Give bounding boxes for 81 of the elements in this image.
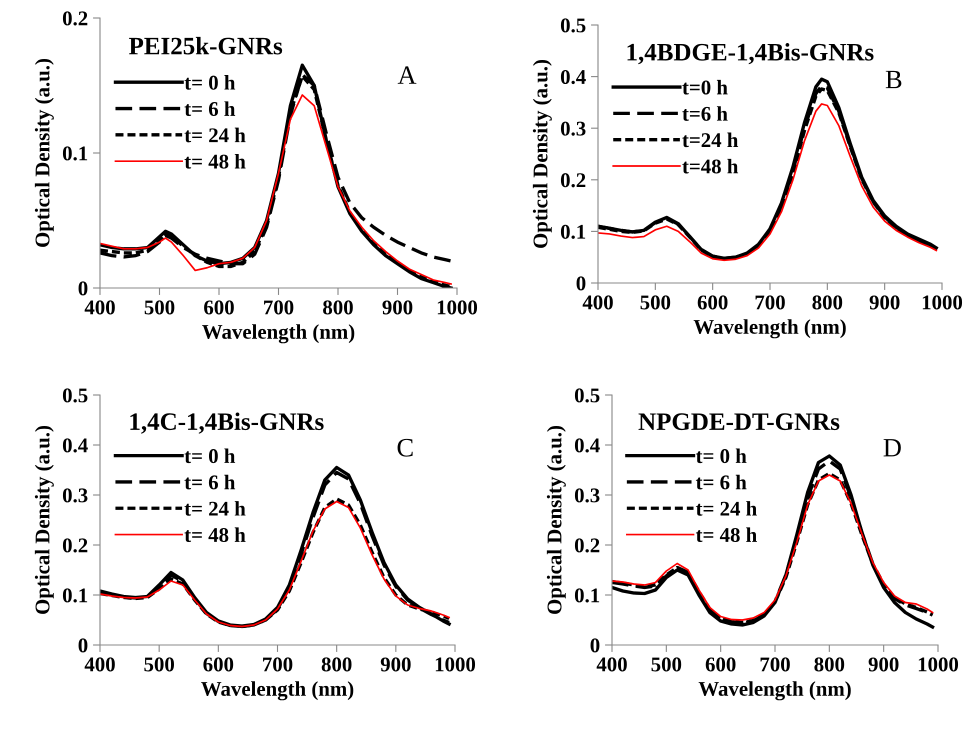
legend-label: t= 0 h [184,75,236,90]
y-tick-label: 0.2 [62,11,88,26]
y-axis-title: Optical Density (a.u.) [532,60,552,248]
legend-label: t= 48 h [696,527,757,542]
x-tick-label: 900 [380,657,411,672]
annotation: A [398,66,416,84]
x-tick-label: 400 [84,657,115,672]
y-tick-label: 0.1 [574,588,600,603]
y-tick-label: 0.3 [62,488,88,503]
x-tick-label: 400 [84,300,115,314]
x-tick-label: 700 [760,657,790,672]
text: NPGDE-DT-GNRs [638,413,840,430]
x-tick-label: 400 [596,657,627,672]
y-axis-title: Optical Density (a.u.) [34,426,54,614]
x-tick-label: 900 [870,295,900,310]
y-tick-label: 0.2 [62,538,88,553]
x-axis-title: Wavelength (nm) [202,324,354,344]
x-tick-label: 600 [203,657,234,672]
x-tick-label: 500 [144,300,174,314]
annotation: C [398,438,413,457]
legend-label: t= 48 h [184,154,246,169]
legend-label: t=0 h [682,80,728,95]
y-tick-label: 0.1 [560,224,586,239]
x-tick-label: 900 [868,657,898,672]
legend-label: t= 48 h [184,527,246,542]
y-tick-label: 0 [576,276,586,290]
legend-label: t= 6 h [184,101,236,116]
legend-label: t= 6 h [184,474,236,490]
y-tick-label: 0 [590,638,600,652]
legend-label: t= 24 h [184,128,246,142]
x-tick-label: 700 [263,657,292,672]
x-tick-label: 400 [582,295,613,310]
y-axis-title: Optical Density (a.u.) [546,426,566,614]
x-tick-label: 800 [322,657,352,672]
y-tick-label: 0.1 [62,146,88,161]
x-tick-label: 500 [652,657,682,672]
x-tick-label: 600 [698,295,728,310]
x-tick-label: 800 [323,300,353,314]
legend-label: t=6 h [682,106,728,121]
y-tick-label: 0.3 [560,122,586,136]
y-tick-label: 0.5 [62,388,88,403]
annotation: B [886,70,902,88]
legend-label: t=48 h [682,158,738,174]
x-tick-label: 500 [144,657,174,672]
legend-label: t= 24 h [184,501,246,516]
y-tick-label: 0.2 [560,173,586,188]
y-tick-label: 0.3 [574,488,600,503]
legend-label: t= 24 h [696,501,757,516]
y-tick-label: 0.4 [560,70,586,84]
y-tick-label: 0.4 [62,438,88,453]
x-tick-label: 1000 [922,295,962,310]
x-axis-title: Wavelength (nm) [694,319,846,338]
x-tick-label: 800 [812,295,842,310]
y-tick-label: 0 [78,638,88,652]
x-tick-label: 700 [756,295,785,310]
y-axis-title: Optical Density (a.u.) [34,59,54,247]
x-axis-title: Wavelength (nm) [201,681,354,700]
x-tick-label: 1000 [436,657,476,672]
legend-label: t= 6 h [696,474,747,490]
legend-label: t= 0 h [696,448,747,464]
x-axis-title: Wavelength (nm) [698,681,851,700]
text: 1,4BDGE-1,4Bis-GNRs [628,43,874,64]
x-tick-label: 700 [264,300,294,314]
text: 1,4C-1,4Bis-GNRs [130,412,324,434]
y-tick-label: 0.2 [574,538,600,553]
y-tick-label: 0 [78,281,88,296]
y-tick-label: 0.1 [62,588,88,603]
x-tick-label: 800 [814,657,844,672]
x-tick-label: 500 [640,295,670,310]
legend-label: t= 0 h [184,448,236,464]
text: PEI25k-GNRs [128,36,282,54]
annotation: D [884,439,901,456]
x-tick-label: 1000 [438,300,478,314]
y-tick-label: 0.5 [560,18,586,33]
y-tick-label: 0.5 [574,388,600,403]
x-tick-label: 900 [382,300,412,314]
x-tick-label: 1000 [918,657,958,672]
x-tick-label: 600 [706,657,736,672]
legend-label: t=24 h [682,132,738,148]
x-tick-label: 600 [204,300,234,314]
y-tick-label: 0.4 [574,438,600,453]
